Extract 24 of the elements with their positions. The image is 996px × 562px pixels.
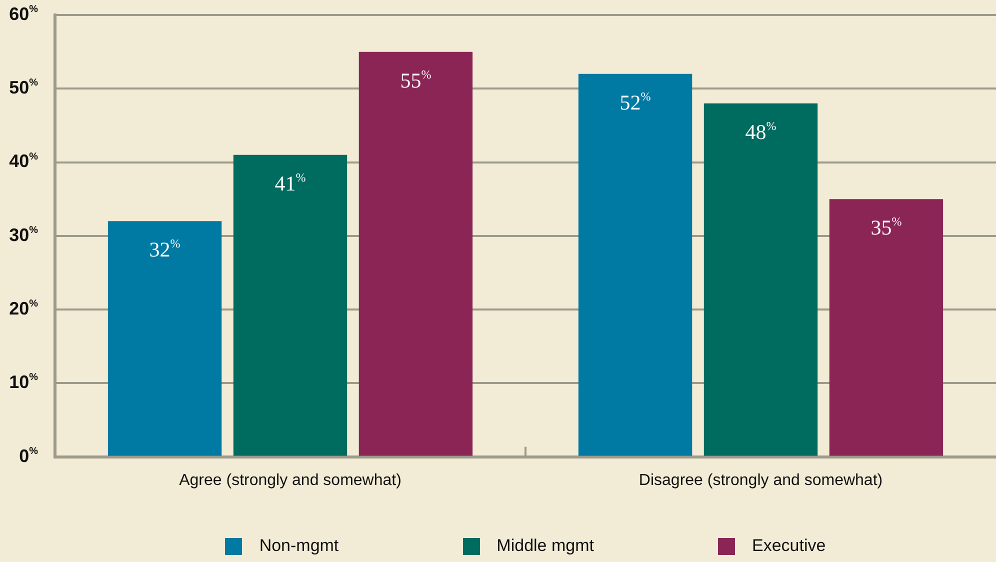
legend-label: Middle mgmt xyxy=(496,536,594,556)
data-label: 52% xyxy=(620,89,651,114)
y-tick-label: 60% xyxy=(9,4,38,24)
data-label: 32% xyxy=(149,236,180,262)
legend-label: Executive xyxy=(752,536,826,556)
data-label: 55% xyxy=(400,67,432,92)
data-label: 41% xyxy=(274,170,306,196)
data-label: 48% xyxy=(745,118,776,144)
bar xyxy=(358,52,473,456)
x-tick-label: Disagree (strongly and somewhat) xyxy=(638,472,883,489)
x-tick-label: Agree (strongly and somewhat) xyxy=(179,472,402,489)
bar xyxy=(829,199,944,456)
bar xyxy=(233,154,348,456)
y-tick-label: 50% xyxy=(9,78,38,98)
y-tick-label: 10% xyxy=(9,372,38,392)
y-tick-label: 30% xyxy=(9,224,38,245)
bar xyxy=(578,74,692,456)
y-tick-label: 40% xyxy=(9,151,38,172)
data-label: 35% xyxy=(870,214,902,240)
legend-label: Non-mgmt xyxy=(259,536,339,556)
y-tick-label: 0% xyxy=(19,446,38,466)
bar xyxy=(108,221,222,456)
bar xyxy=(704,103,818,456)
y-tick-label: 20% xyxy=(9,298,38,318)
